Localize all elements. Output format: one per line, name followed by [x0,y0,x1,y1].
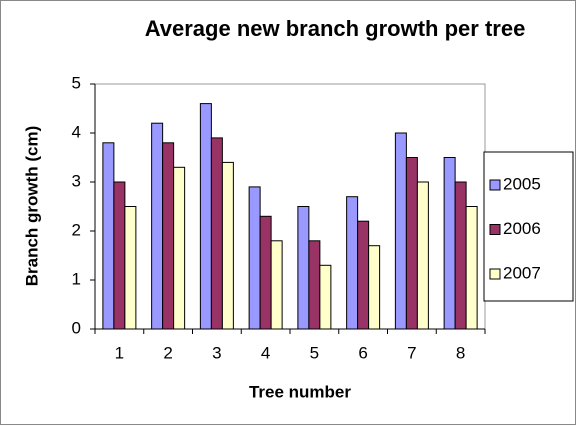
bar [162,142,175,330]
bar [319,264,332,330]
x-tick-label: 8 [456,343,465,362]
x-tick-label: 2 [163,343,172,362]
bar [173,166,186,330]
bar [368,245,381,330]
bar [416,181,429,330]
bar [221,161,234,330]
bar [357,220,370,330]
bar [199,103,212,330]
bar [443,157,456,330]
bar [248,186,261,330]
bar [259,215,272,330]
bar [346,196,359,330]
chart-title: Average new branch growth per tree [144,16,526,41]
legend-label: 2006 [503,219,541,238]
bar [113,181,126,330]
bar [270,240,283,330]
bar [151,122,164,330]
y-tick-label: 4 [72,122,81,141]
x-tick-label: 5 [310,343,319,362]
legend-swatch [489,268,501,280]
y-tick-label: 5 [72,73,81,92]
y-tick-label: 1 [72,269,81,288]
bar [454,181,467,330]
bar [210,137,223,330]
x-tick-label: 4 [261,343,270,362]
y-axis-title: Branch growth (cm) [22,126,41,287]
bar [297,206,310,330]
x-tick-label: 1 [115,343,124,362]
x-tick-label: 6 [358,343,367,362]
y-tick-label: 2 [72,220,81,239]
bar [405,157,418,330]
legend-label: 2007 [503,263,541,282]
legend-swatch [489,179,501,191]
bar [394,132,407,330]
y-tick-label: 0 [72,318,81,337]
legend-swatch [489,224,501,235]
bar [465,206,478,330]
x-tick-label: 7 [407,343,416,362]
y-tick-label: 3 [72,171,81,190]
bar [308,240,321,330]
bar [102,142,115,330]
x-tick-label: 3 [212,343,221,362]
bar [124,206,137,330]
legend-label: 2005 [503,174,541,193]
x-axis-title: Tree number [249,382,351,401]
